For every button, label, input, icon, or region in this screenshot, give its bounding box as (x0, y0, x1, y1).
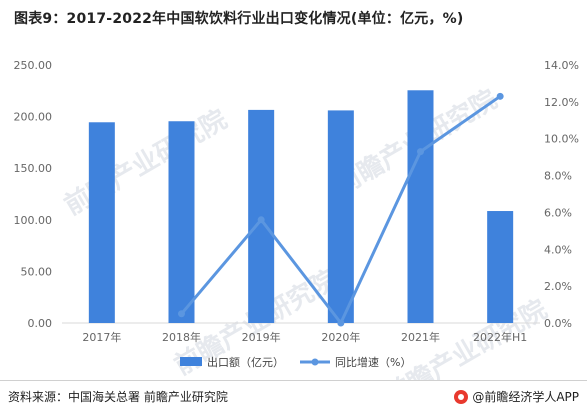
x-tick-label: 2020年 (321, 330, 360, 344)
legend-bar-label: 出口额（亿元） (207, 355, 284, 369)
legend-bar-swatch (180, 357, 202, 366)
watermark-text: 前瞻产业研究院 (59, 104, 232, 222)
bar (88, 122, 115, 323)
chart-title: 图表9：2017-2022年中国软饮料行业出口变化情况(单位：亿元，%) (14, 11, 464, 27)
y-right-tick-label: 10.0% (544, 133, 579, 146)
legend-line-label: 同比增速（%） (335, 355, 411, 369)
x-tick-label: 2018年 (162, 330, 201, 344)
y-left-tick-label: 50.00 (21, 265, 53, 278)
y-right-tick-label: 8.0% (544, 170, 572, 183)
y-right-tick-label: 2.0% (544, 280, 572, 293)
line-point (496, 92, 504, 100)
y-left-tick-label: 0.00 (28, 317, 53, 330)
bar (168, 121, 195, 323)
y-right-tick-label: 0.0% (544, 317, 572, 330)
y-right-tick-label: 14.0% (544, 59, 579, 72)
y-right-tick-label: 12.0% (544, 96, 579, 109)
x-tick-label: 2022年H1 (473, 330, 527, 344)
y-left-tick-label: 150.00 (14, 162, 53, 175)
y-left-tick-label: 250.00 (14, 59, 53, 72)
y-right-tick-label: 4.0% (544, 243, 572, 256)
line-point (257, 216, 265, 224)
brand-credit: @前瞻经济学人APP (454, 388, 579, 405)
chart: 前瞻产业研究院前瞻产业研究院前瞻产业研究院前瞻产业研究院 0.0050.0010… (14, 59, 579, 380)
bar (327, 110, 354, 324)
x-tick-label: 2019年 (242, 330, 281, 344)
line-series (178, 92, 504, 327)
x-tick-label: 2017年 (82, 330, 121, 344)
legend-line-marker (311, 358, 319, 366)
bar (407, 90, 434, 323)
line-point (178, 310, 185, 318)
bar-series (88, 90, 514, 324)
y-left-tick-label: 200.00 (14, 111, 53, 124)
line-point (417, 148, 424, 156)
brand-text: @前瞻经济学人APP (472, 390, 579, 404)
source-note: 资料来源：中国海关总署 前瞻产业研究院 (8, 390, 228, 404)
legend: 出口额（亿元） 同比增速（%） (180, 355, 411, 369)
y-right-tick-label: 6.0% (544, 206, 572, 219)
line-point (337, 319, 345, 327)
x-tick-label: 2021年 (401, 330, 440, 344)
axes: 0.00 50.00 100.00 150.00 200.00 250.00 0.0% 2.0… (14, 59, 579, 344)
bar (487, 211, 514, 323)
footer-divider (0, 380, 587, 381)
y-left-tick-label: 100.00 (14, 214, 53, 227)
brand-logo-icon (454, 389, 469, 404)
